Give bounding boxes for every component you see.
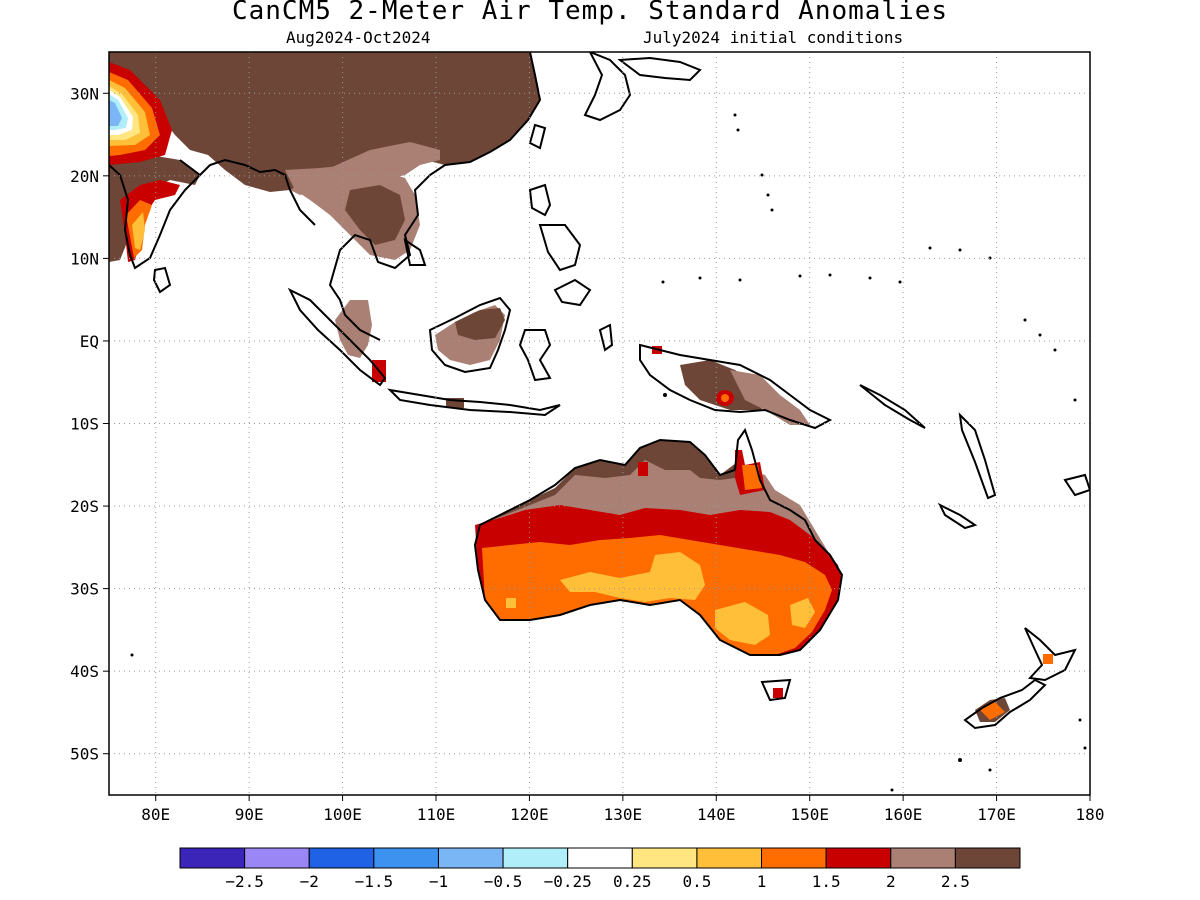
colorbar-label: 1 xyxy=(757,872,767,891)
anomaly-india-2p5 xyxy=(109,155,200,262)
colorbar-swatch xyxy=(954,847,1021,869)
lon-tick-label: 140E xyxy=(697,805,736,824)
colorbar-swatch xyxy=(244,847,310,869)
colorbar-swatch xyxy=(825,847,892,869)
lon-tick-label: 170E xyxy=(977,805,1016,824)
colorbar-swatch xyxy=(890,847,956,869)
lon-tick-label: 80E xyxy=(141,805,170,824)
colorbar-swatch xyxy=(437,847,504,869)
anomaly-newzealand-n-orange xyxy=(1043,654,1053,664)
valid-period-subtitle: Aug2024-Oct2024 xyxy=(286,28,431,47)
anomaly-newguinea-2p0 xyxy=(730,370,810,425)
lat-tick-label: 10N xyxy=(70,249,99,268)
anomaly-newguinea-orange xyxy=(721,394,729,402)
colorbar: −2.5 −2 −1.5 −1 −0.5 −0.25 0.25 0.5 1 1.5 2 2.5 xyxy=(179,847,1021,891)
colorbar-label: −0.5 xyxy=(484,872,523,891)
colorbar-label: 0.5 xyxy=(682,872,711,891)
colorbar-label: 2 xyxy=(886,872,896,891)
lat-tick-label: 30S xyxy=(70,580,99,599)
lat-tick-label: 50S xyxy=(70,745,99,764)
colorbar-label: −2 xyxy=(300,872,319,891)
colorbar-label: 1.5 xyxy=(812,872,841,891)
colorbar-swatch xyxy=(696,847,763,869)
anomaly-australia-w-1p0 xyxy=(506,598,516,608)
colorbar-label: −0.25 xyxy=(544,872,592,891)
colorbar-swatch xyxy=(502,847,569,869)
colorbar-swatch xyxy=(631,847,698,869)
lat-tick-label: 40S xyxy=(70,662,99,681)
small-islands xyxy=(130,113,1087,792)
anomaly-arnhem-red xyxy=(638,462,648,476)
anomaly-tasmania-red xyxy=(773,688,783,698)
lon-tick-label: 150E xyxy=(790,805,829,824)
anomaly-newzealand-1p5 xyxy=(980,702,1005,720)
lat-tick-label: EQ xyxy=(80,332,99,351)
anomaly-india-1p0 xyxy=(132,212,145,250)
lat-tick-label: 10S xyxy=(70,415,99,434)
lat-tick-label: 20S xyxy=(70,497,99,516)
colorbar-label: −1.5 xyxy=(355,872,394,891)
anomaly-indochina-2p5 xyxy=(345,185,405,245)
initial-conditions-subtitle: July2024 initial conditions xyxy=(643,28,904,47)
lat-tick-label: 20N xyxy=(70,167,99,186)
chart-title: CanCM5 2-Meter Air Temp. Standard Anomal… xyxy=(231,0,949,26)
colorbar-label: −2.5 xyxy=(225,872,264,891)
lon-tick-label: 130E xyxy=(604,805,643,824)
anomaly-australia-e-1p0 xyxy=(790,598,815,628)
lat-lon-grid xyxy=(109,52,1090,795)
lon-tick-label: 90E xyxy=(235,805,264,824)
coastlines xyxy=(109,52,1090,730)
lon-tick-label: 110E xyxy=(417,805,456,824)
colorbar-swatch xyxy=(179,847,246,869)
colorbar-swatch xyxy=(567,847,633,869)
lon-tick-label: 100E xyxy=(323,805,362,824)
lon-tick-label: 120E xyxy=(510,805,549,824)
anomaly-borneo-2p5 xyxy=(455,308,505,340)
colorbar-swatch xyxy=(761,847,827,869)
colorbar-swatch xyxy=(373,847,439,869)
anomaly-java-2p5 xyxy=(446,398,464,408)
anomaly-australia-se-1p0 xyxy=(715,602,770,645)
anomaly-nw-lightblue xyxy=(109,100,122,126)
lon-tick-label: 160E xyxy=(884,805,923,824)
colorbar-swatch xyxy=(308,847,375,869)
colorbar-label: 2.5 xyxy=(941,872,970,891)
lon-tick-label: 180 xyxy=(1076,805,1105,824)
colorbar-label: 0.25 xyxy=(613,872,652,891)
colorbar-label: −1 xyxy=(429,872,448,891)
axis-ticks: 80E 90E 100E 110E 120E 130E 140E 150E 160E 170E 18… xyxy=(70,84,1104,824)
lat-tick-label: 30N xyxy=(70,84,99,103)
anomaly-australia-1p0 xyxy=(560,552,705,602)
